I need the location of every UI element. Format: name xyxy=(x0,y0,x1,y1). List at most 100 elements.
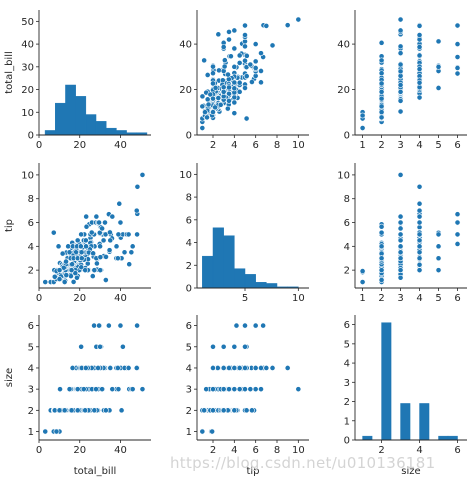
scatter-point xyxy=(119,343,126,350)
x-axis-label-tip: tip xyxy=(246,466,259,477)
scatter-point xyxy=(134,231,140,238)
x-tick-label: 10 xyxy=(292,140,305,151)
scatter-point xyxy=(231,63,238,70)
scatter-point xyxy=(258,365,264,371)
scatter-point xyxy=(397,43,404,50)
scatter-point xyxy=(220,365,227,371)
scatter-point xyxy=(220,407,227,414)
scatter-point xyxy=(378,39,385,46)
scatter-point xyxy=(220,44,227,50)
scatter-point xyxy=(435,85,442,91)
scatter-point xyxy=(435,38,442,45)
y-tick-label: 20 xyxy=(179,85,192,96)
x-tick-label: 3 xyxy=(397,293,403,304)
scatter-point xyxy=(50,229,57,236)
x-tick-label: 6 xyxy=(454,445,460,456)
scatter-point xyxy=(226,29,232,35)
scatter-point xyxy=(416,255,423,262)
scatter-point xyxy=(378,114,385,121)
scatter-point xyxy=(68,407,75,414)
x-tick-label: 0 xyxy=(36,140,42,151)
scatter-point xyxy=(210,109,216,115)
scatter-point xyxy=(435,243,442,250)
x-tick-label: 2 xyxy=(378,293,384,304)
panel-size-vs-size xyxy=(352,315,467,443)
y-tick-label: 2 xyxy=(344,397,350,408)
x-tick-label: 1 xyxy=(359,293,365,304)
scatter-point xyxy=(397,108,404,115)
scatter-point xyxy=(231,45,238,52)
scatter-point xyxy=(74,407,81,414)
scatter-point xyxy=(416,213,423,220)
scatter-point xyxy=(416,249,423,256)
scatter-point xyxy=(82,237,89,244)
scatter-point xyxy=(91,407,98,414)
y-tick-label: 4 xyxy=(186,238,192,249)
y-tick-label: 0 xyxy=(186,131,192,142)
scatter-point xyxy=(121,249,128,256)
histogram-bar xyxy=(400,403,411,441)
scatter-point xyxy=(105,322,112,329)
y-tick-label: 2 xyxy=(28,406,34,417)
watermark-text: https://blog.csdn.net/u010136181 xyxy=(170,454,436,472)
scatter-point xyxy=(252,65,259,71)
scatter-point xyxy=(204,72,211,78)
scatter-point xyxy=(133,365,140,371)
scatter-point xyxy=(242,343,248,350)
y-tick-label: 4 xyxy=(344,242,350,253)
y-tick-label: 6 xyxy=(344,218,350,229)
scatter-point xyxy=(204,96,211,103)
y-tick-label: 6 xyxy=(186,321,192,332)
y-tick-label: 5 xyxy=(28,342,34,353)
scatter-point xyxy=(83,213,90,220)
scatter-point xyxy=(397,172,404,178)
x-tick-label: 4 xyxy=(231,445,237,456)
scatter-point xyxy=(201,407,208,414)
x-tick-label: 8 xyxy=(274,445,280,456)
panel-tip-vs-tip xyxy=(194,163,309,291)
scatter-point xyxy=(416,23,423,29)
scatter-point xyxy=(134,322,140,329)
scatter-point xyxy=(378,57,385,64)
scatter-point xyxy=(83,223,90,230)
scatter-point xyxy=(102,277,109,283)
scatter-point xyxy=(243,407,250,414)
x-tick-label: 5 xyxy=(435,140,441,151)
y-tick-label: 50 xyxy=(21,17,34,28)
scatter-point xyxy=(242,386,248,393)
x-tick-label: 40 xyxy=(114,445,127,456)
y-tick-label: 10 xyxy=(21,108,34,119)
scatter-point xyxy=(128,249,135,256)
scatter-point xyxy=(226,84,232,91)
scatter-point xyxy=(109,213,116,220)
scatter-point xyxy=(53,428,60,435)
y-axis-label-size: size xyxy=(4,368,15,387)
panel-size-vs-tip xyxy=(194,315,309,443)
scatter-point xyxy=(231,27,238,34)
scatter-point xyxy=(96,322,102,329)
scatter-point xyxy=(212,104,219,111)
scatter-point xyxy=(91,322,97,329)
histogram-bar xyxy=(438,435,449,441)
scatter-point xyxy=(295,386,302,393)
scatter-point xyxy=(397,50,404,57)
scatter-point xyxy=(139,386,146,393)
scatter-point xyxy=(199,93,206,100)
histogram-bar xyxy=(255,282,267,289)
scatter-point xyxy=(203,386,210,393)
scatter-point xyxy=(258,386,264,393)
y-tick-label: 6 xyxy=(28,321,34,332)
scatter-point xyxy=(77,243,84,250)
histogram-bar xyxy=(223,235,235,289)
scatter-point xyxy=(397,225,404,232)
scatter-point xyxy=(113,243,120,250)
scatter-point xyxy=(416,261,423,268)
scatter-point xyxy=(202,109,208,116)
scatter-point xyxy=(231,79,238,86)
scatter-point xyxy=(69,261,76,268)
y-tick-label: 30 xyxy=(21,62,34,73)
scatter-point xyxy=(204,114,210,121)
scatter-point xyxy=(258,50,264,57)
scatter-point xyxy=(95,365,101,371)
scatter-point xyxy=(236,52,243,59)
